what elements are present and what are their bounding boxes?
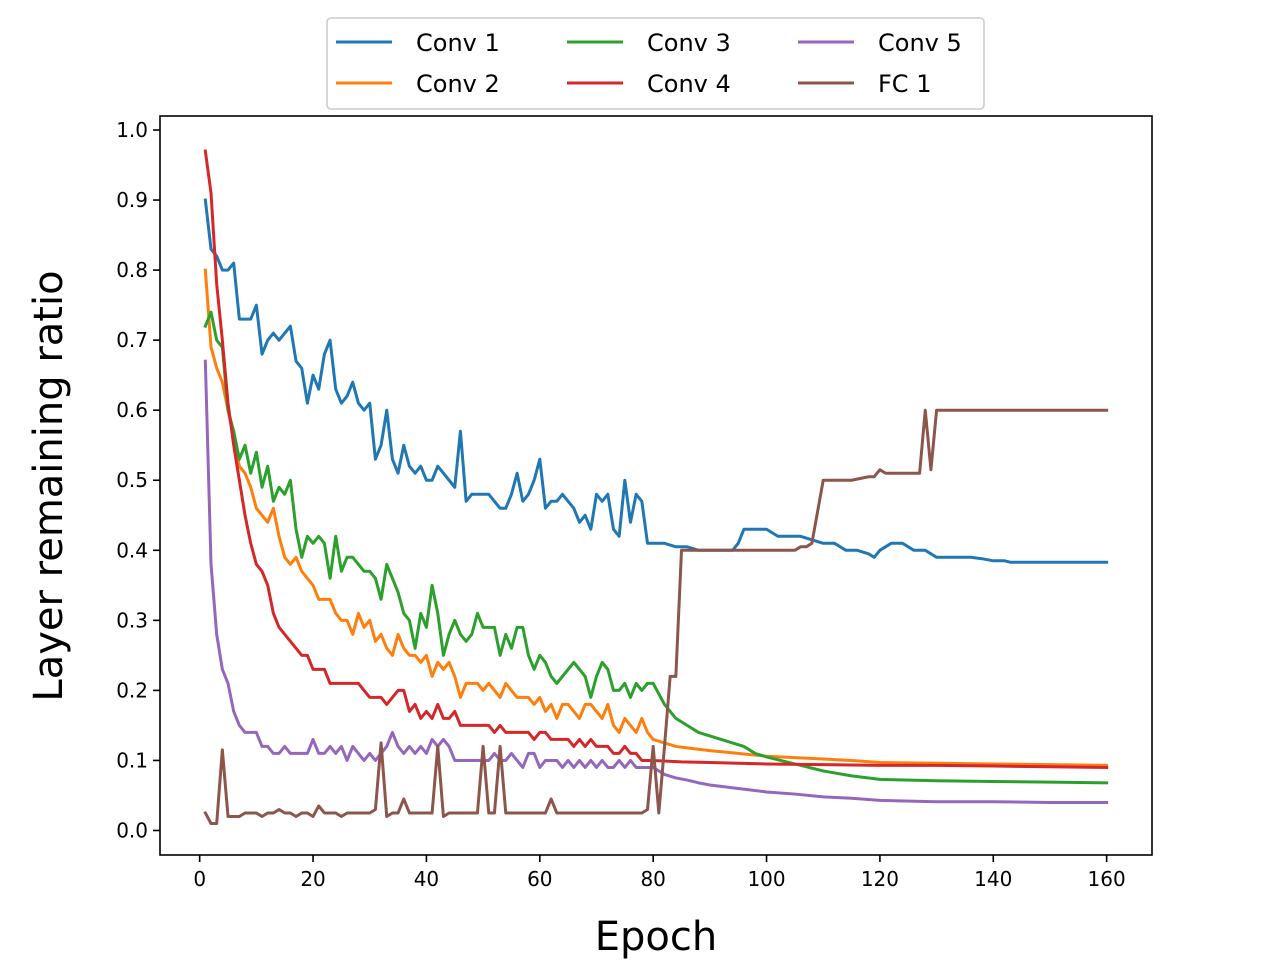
y-tick-label: 0.0 [116,818,148,842]
x-tick-label: 140 [974,867,1012,891]
series-layer [203,149,1109,825]
y-axis-title: Layer remaining ratio [26,270,72,701]
y-tick-label: 0.8 [116,258,148,282]
x-tick-label: 40 [414,867,439,891]
plot-frame [159,115,1153,856]
legend-label-conv-2: Conv 2 [416,70,500,98]
legend-label-conv-4: Conv 4 [647,70,731,98]
series-line-conv-1 [203,198,1109,564]
y-tick-label: 0.9 [116,188,148,212]
y-tick-label: 0.7 [116,328,148,352]
y-tick-label: 0.3 [116,608,148,632]
x-tick-label: 100 [747,867,785,891]
series-line-conv-3 [203,310,1109,785]
x-axis-title: Epoch [595,914,717,960]
y-tick-label: 1.0 [116,118,148,142]
series-line-conv-5 [203,359,1109,804]
x-tick-label: 120 [861,867,899,891]
x-tick-label: 60 [527,867,552,891]
x-tick-label: 0 [193,867,206,891]
x-tick-label: 80 [640,867,665,891]
series-line-conv-4 [203,149,1109,769]
legend-label-conv-1: Conv 1 [416,29,500,57]
series-line-conv-2 [203,268,1109,767]
legend-label-conv-5: Conv 5 [878,29,962,57]
legend-label-fc-1: FC 1 [878,70,931,98]
axes-layer: 0 20 40 60 80 100 120 140 160 0.0 0.1 0.2 0.3 0.4 0.5 0… [116,115,1153,891]
y-tick-label: 0.2 [116,678,148,702]
legend: Conv 1 Conv 2 Conv 3 Conv 4 Conv 5 FC 1 [326,17,985,110]
x-tick-label: 160 [1088,867,1126,891]
series-line-fc-1 [203,408,1109,825]
y-tick-label: 0.6 [116,398,148,422]
legend-label-conv-3: Conv 3 [647,29,731,57]
y-tick-label: 0.1 [116,748,148,772]
y-tick-label: 0.5 [116,468,148,492]
y-tick-label: 0.4 [116,538,148,562]
x-tick-label: 20 [300,867,325,891]
